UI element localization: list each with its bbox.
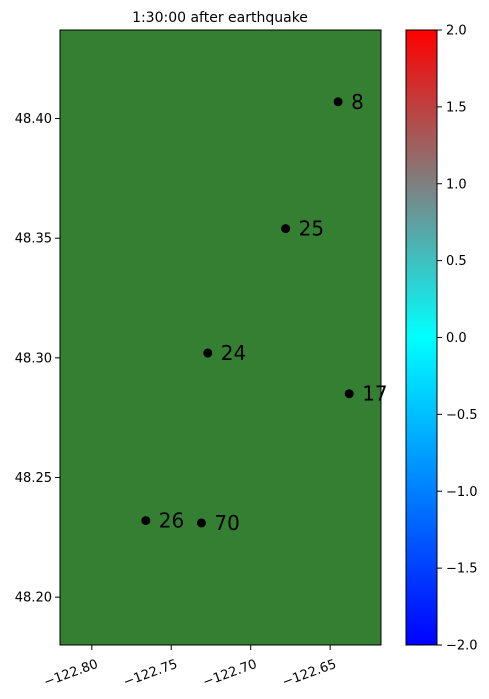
colorbar-gradient: [405, 29, 438, 646]
y-tick-label: 48.20: [15, 591, 52, 606]
x-tick-label: −122.75: [121, 657, 179, 690]
x-axis: −122.80 −122.75 −122.70 −122.65: [42, 645, 339, 690]
station-label: 70: [214, 511, 239, 535]
colorbar-tick-label: 0.5: [446, 254, 467, 269]
colorbar: −2.0 −1.5 −1.0 −0.5 0.0 0.5 1.0 1.5 2.0: [405, 24, 478, 654]
colorbar-tick-label: −1.0: [446, 485, 478, 500]
y-tick-label: 48.35: [15, 232, 52, 247]
station-label: 17: [362, 382, 387, 406]
colorbar-tick-label: 1.5: [446, 100, 467, 115]
plot-area: −122.80 −122.75 −122.70 −122.65 48.2048.254…: [15, 29, 388, 690]
colorbar-tick-label: 1.0: [446, 177, 467, 192]
station-point: [203, 348, 213, 358]
station-label: 8: [351, 90, 364, 114]
colorbar-tick-label: −2.0: [446, 639, 478, 654]
y-tick-label: 48.40: [15, 112, 52, 127]
station-point: [141, 516, 151, 526]
scatter-points: 8 25 24 17 26 70: [141, 90, 388, 535]
x-tick-label: −122.80: [42, 657, 100, 690]
station-point: [344, 389, 354, 399]
colorbar-axis: −2.0 −1.5 −1.0 −0.5 0.0 0.5 1.0 1.5 2.0: [437, 24, 478, 654]
plot-background: [60, 30, 381, 645]
y-tick-label: 48.30: [15, 351, 52, 366]
y-axis: 48.20 48.25 48.30 48.35 48.40: [15, 112, 60, 606]
station-point: [281, 224, 291, 234]
station-label: 26: [159, 509, 184, 533]
x-tick-label: −122.70: [201, 657, 259, 690]
colorbar-tick-label: 2.0: [446, 24, 467, 39]
station-point: [333, 97, 343, 107]
colorbar-tick-label: −1.5: [446, 562, 478, 577]
colorbar-tick-label: 0.0: [446, 331, 467, 346]
colorbar-tick-label: −0.5: [446, 408, 478, 423]
station-point: [196, 518, 206, 528]
station-label: 25: [299, 217, 324, 241]
x-tick-label: −122.65: [280, 657, 338, 690]
plot-frame: [59, 29, 382, 646]
chart-title: 1:30:00 after earthquake: [132, 10, 308, 26]
station-label: 24: [221, 341, 246, 365]
y-tick-label: 48.25: [15, 471, 52, 486]
